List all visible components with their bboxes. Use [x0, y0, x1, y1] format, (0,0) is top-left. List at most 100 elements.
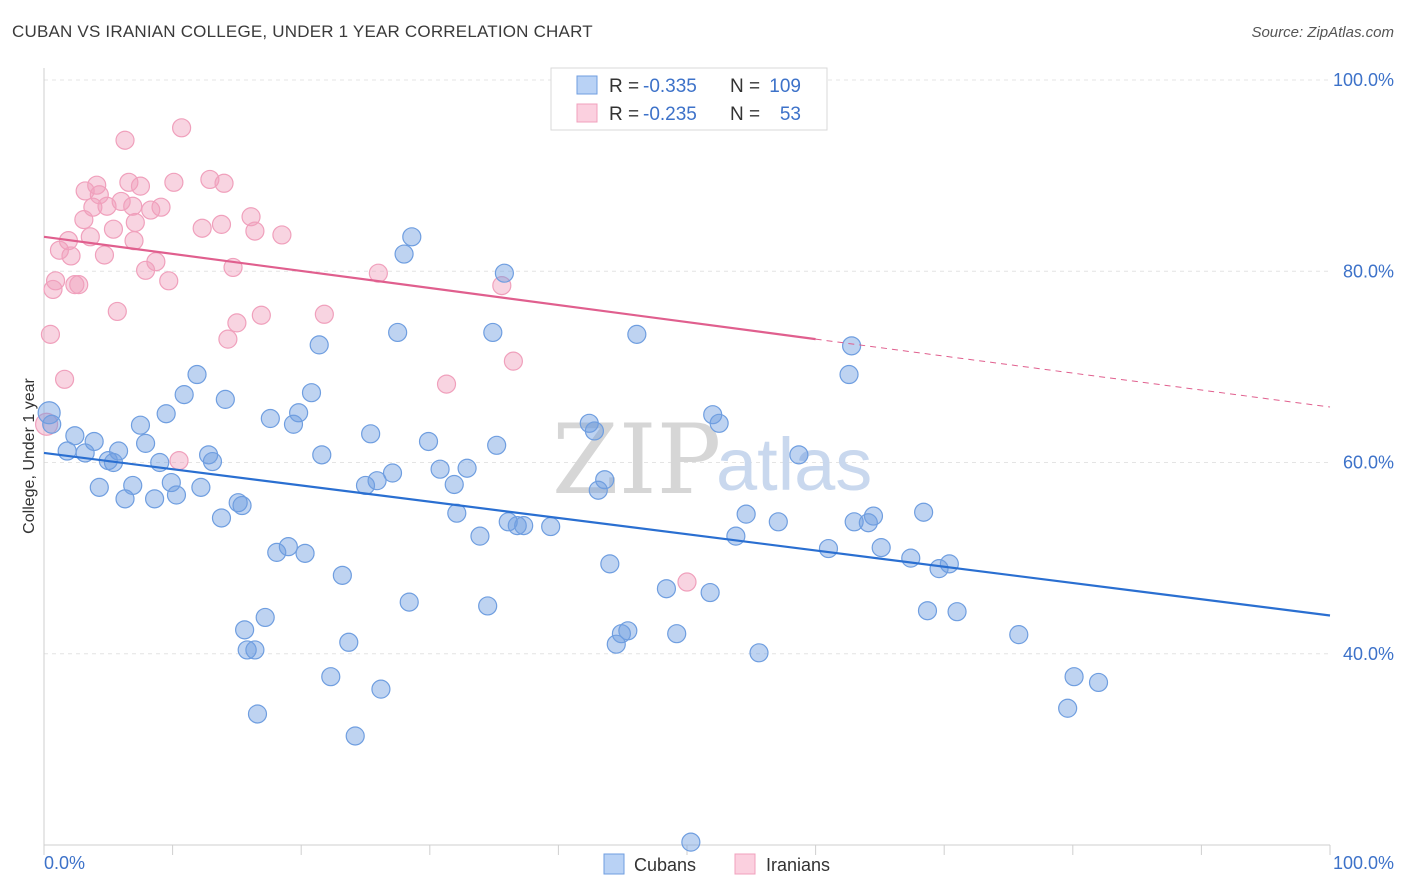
series-legend-label-cubans: Cubans: [634, 855, 696, 875]
cubans-point: [321, 667, 341, 687]
cubans-point: [371, 679, 391, 699]
iranians-point: [677, 572, 697, 592]
iranians-point: [83, 197, 103, 217]
cubans-point: [600, 554, 620, 574]
y-tick-labels: 100.0% 80.0% 60.0% 40.0%: [1333, 70, 1394, 664]
y-tick-label: 40.0%: [1343, 644, 1394, 664]
cubans-point: [37, 401, 61, 425]
chart-title: CUBAN VS IRANIAN COLLEGE, UNDER 1 YEAR C…: [12, 22, 593, 41]
cubans-point: [289, 403, 309, 423]
iranians-point: [34, 412, 59, 436]
iranians-point: [192, 218, 212, 238]
cubans-point: [656, 579, 677, 599]
cubans-point: [161, 472, 181, 493]
cubans-point: [237, 640, 257, 660]
iranians-point: [214, 173, 234, 193]
cubans-point: [123, 475, 143, 496]
cubans-point: [388, 322, 408, 343]
cubans-point: [444, 474, 464, 495]
cubans-point: [588, 480, 608, 500]
cubans-point: [361, 424, 381, 444]
stats-legend: R = -0.335 N = 109 R = -0.235 N = 53: [550, 67, 828, 131]
cubans-point: [232, 495, 252, 516]
cubans-point: [595, 470, 615, 490]
iranians-point: [492, 275, 512, 296]
cubans-point: [108, 441, 129, 461]
iranians-point: [218, 329, 238, 349]
cubans-point: [1009, 625, 1029, 645]
cubans-point: [402, 227, 422, 247]
cubans-points: [37, 227, 1109, 852]
legend-r-value-1: -0.335: [643, 76, 697, 97]
x-tick-label-max: 100.0%: [1333, 853, 1394, 873]
legend-r-value-2: -0.235: [643, 104, 697, 125]
iranians-point: [61, 246, 81, 266]
cubans-point: [700, 582, 720, 603]
cubans-point: [235, 620, 255, 640]
cubans-point: [247, 704, 268, 724]
x-tick-label-min: 0.0%: [44, 853, 85, 873]
cubans-point: [470, 526, 490, 546]
series-legend-label-iranians: Iranians: [766, 855, 830, 875]
cubans-trend-line: [43, 451, 1331, 617]
cubans-point: [839, 364, 859, 385]
cubans-point: [156, 404, 176, 424]
cubans-point: [914, 502, 934, 522]
cubans-point: [211, 508, 232, 528]
source-label: Source: ZipAtlas.com: [1251, 24, 1394, 41]
cubans-point: [483, 322, 503, 343]
cubans-point: [301, 383, 322, 403]
iranians-point: [103, 219, 124, 239]
iranians-point: [89, 185, 109, 205]
legend-n-label-1: N =: [730, 76, 760, 97]
watermark: ZIP atlas: [552, 404, 872, 516]
iranians-point: [436, 374, 457, 394]
series-legend-swatch-iranians: [734, 853, 756, 875]
cubans-point: [478, 596, 498, 616]
iranians-point: [75, 181, 95, 201]
cubans-point: [541, 516, 561, 537]
cubans-point: [174, 385, 194, 405]
cubans-point: [726, 526, 746, 546]
cubans-point: [681, 832, 701, 852]
iranians-trend-line: [43, 235, 816, 341]
cubans-point: [947, 602, 967, 622]
iranians-point: [119, 172, 139, 192]
trend-lines: [43, 235, 1331, 617]
iranians-point: [169, 450, 189, 471]
cubans-point: [42, 414, 62, 434]
iranians-point: [272, 225, 292, 245]
iranians-point: [54, 369, 75, 389]
x-ticks: [43, 845, 1331, 855]
cubans-point: [191, 477, 211, 497]
cubans-point: [514, 516, 534, 536]
cubans-point: [871, 538, 891, 558]
cubans-point: [842, 336, 862, 356]
iranians-point: [164, 172, 184, 192]
iranians-point: [227, 313, 247, 333]
watermark-zip: ZIP: [552, 404, 721, 516]
cubans-point: [494, 263, 514, 283]
cubans-point: [382, 463, 403, 483]
y-tick-label: 100.0%: [1333, 70, 1394, 90]
legend-r-label-1: R =: [609, 76, 639, 97]
cubans-point: [430, 459, 450, 479]
iranians-point: [314, 304, 334, 324]
series-legend: Cubans Iranians: [603, 853, 830, 875]
legend-swatch-iranians: [576, 103, 598, 123]
cubans-point: [507, 516, 527, 536]
cubans-point: [283, 414, 304, 434]
iranians-point: [159, 271, 179, 291]
cubans-point: [267, 542, 287, 562]
cubans-point: [144, 489, 165, 509]
iranians-point: [115, 130, 135, 150]
cubans-point: [130, 415, 151, 435]
cubans-point: [939, 554, 959, 574]
iranians-point: [151, 197, 171, 217]
cubans-point: [418, 431, 439, 452]
legend-r-label-2: R =: [609, 104, 639, 125]
iranians-point: [503, 351, 523, 371]
cubans-point: [667, 624, 687, 644]
cubans-point: [487, 435, 507, 455]
